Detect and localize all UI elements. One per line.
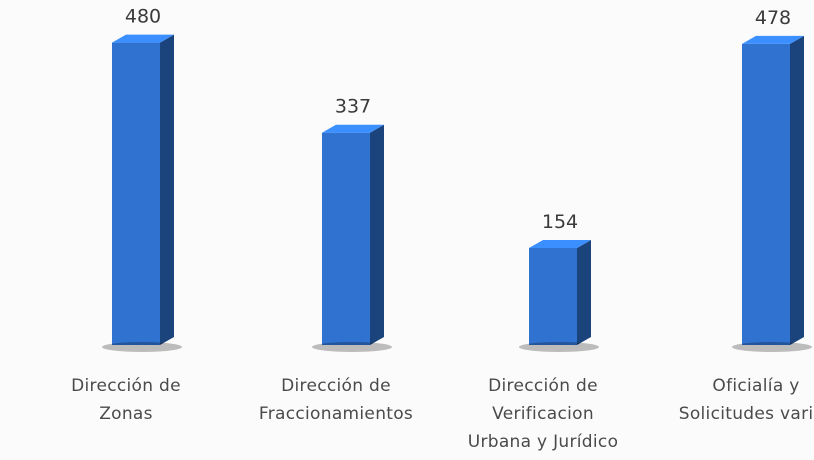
bar-shadow: [312, 342, 392, 352]
bar-top: [112, 34, 174, 43]
bar: [112, 34, 174, 345]
x-tick-label: Dirección de Fraccionamientos: [236, 372, 436, 428]
bar-side: [577, 239, 591, 345]
bar-side: [370, 124, 384, 345]
x-tick-label-line: Oficialía y: [712, 376, 800, 396]
bar: [742, 35, 804, 346]
x-tick-label: Oficialía y Solicitudes varias: [656, 372, 814, 428]
value-label: 337: [335, 96, 371, 118]
bar: [322, 124, 384, 345]
bar-side: [160, 34, 174, 345]
bar: [529, 239, 591, 345]
bar-side: [790, 35, 804, 346]
bar-front: [112, 42, 160, 345]
x-tick-label-line: Solicitudes varias: [678, 404, 814, 424]
bar-top: [742, 35, 804, 44]
bar-shadow: [732, 342, 812, 352]
bar-front: [322, 132, 370, 345]
value-label: 480: [125, 6, 161, 28]
x-tick-label-line: Dirección de: [281, 376, 391, 396]
x-tick-label-line: Zonas: [99, 404, 153, 424]
x-tick-label: Dirección de Zonas: [26, 372, 226, 428]
bar-shadow: [102, 342, 182, 352]
x-tick-label-line: Urbana y Jurídico: [467, 432, 619, 452]
bar-shadow: [519, 342, 599, 352]
x-tick-label-line: Verificacion: [492, 404, 594, 424]
value-label: 154: [542, 211, 578, 233]
value-label: 478: [755, 7, 791, 29]
x-tick-label: Dirección de Verificacion Urbana y Jurídic…: [443, 372, 643, 456]
x-tick-label-line: Dirección de: [71, 376, 181, 396]
bar-top: [322, 124, 384, 133]
x-tick-label-line: Fraccionamientos: [258, 404, 414, 424]
x-tick-label-line: Dirección de: [488, 376, 598, 396]
bar-front: [742, 43, 790, 346]
bar-top: [529, 239, 591, 248]
bar-front: [529, 247, 577, 345]
